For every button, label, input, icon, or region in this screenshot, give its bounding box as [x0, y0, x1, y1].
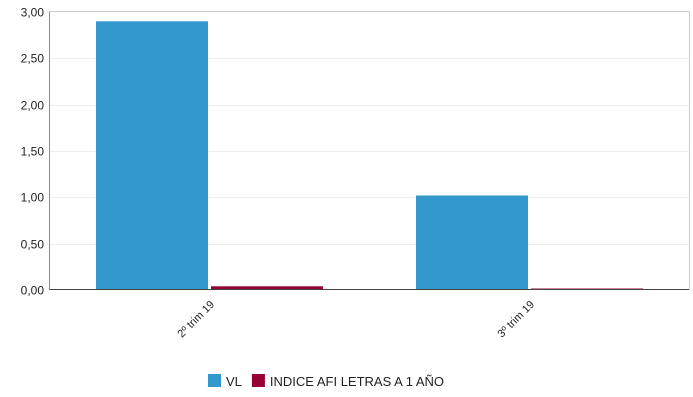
y-tick-label: 1,50 [21, 145, 45, 159]
bar-vl-1 [96, 21, 208, 291]
y-tick-label: 3,00 [21, 6, 45, 20]
y-tick-label: 1,00 [21, 191, 45, 205]
x-tick-label: 3º trim 19 [496, 299, 538, 341]
bar-indice-1 [211, 286, 323, 290]
x-tick-label: 2º trim 19 [176, 299, 218, 341]
x-tick-labels: 2º trim 19 3º trim 19 [176, 299, 538, 341]
y-tick-label: 0,50 [21, 238, 45, 252]
legend-swatch [208, 374, 221, 387]
legend-swatch [251, 374, 265, 387]
legend-label: INDICE AFI LETRAS A 1 AÑO [270, 374, 444, 389]
axes [49, 11, 690, 290]
y-tick-labels: 0,00 0,50 1,00 1,50 2,00 2,50 3,00 [21, 6, 45, 298]
y-tick-label: 2,00 [21, 99, 45, 113]
y-tick-label: 0,00 [21, 284, 45, 298]
legend-label: VL [226, 374, 242, 389]
legend: VL INDICE AFI LETRAS A 1 AÑO [208, 374, 444, 389]
y-tick-label: 2,50 [21, 52, 45, 66]
bar-vl-2 [416, 195, 528, 290]
bars [96, 21, 643, 291]
